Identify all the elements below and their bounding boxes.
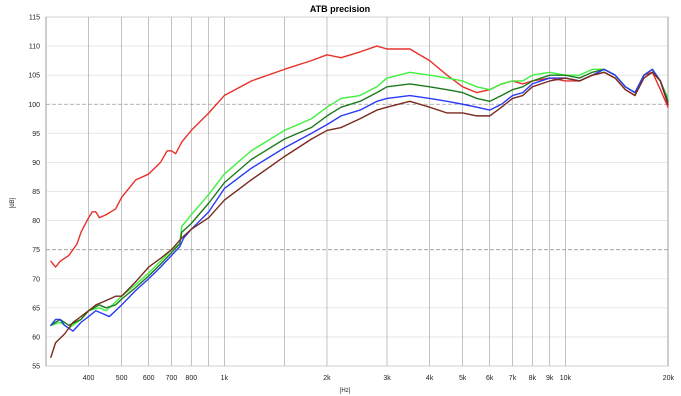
y-tick-label: 90 bbox=[32, 160, 40, 167]
chart-title: ATB precision bbox=[310, 4, 370, 14]
y-tick-label: 55 bbox=[32, 364, 40, 371]
grid-lines bbox=[45, 16, 669, 367]
x-tick-label: 8k bbox=[529, 375, 537, 382]
x-tick-label: 4k bbox=[426, 375, 434, 382]
series-lines bbox=[50, 45, 669, 358]
y-tick-label: 65 bbox=[32, 305, 40, 312]
y-tick-label: 110 bbox=[29, 44, 40, 51]
x-tick-label: 10k bbox=[560, 375, 572, 382]
x-tick-label: 600 bbox=[143, 375, 155, 382]
y-tick-label: 85 bbox=[32, 189, 40, 196]
x-tick-label: 20k bbox=[663, 375, 675, 382]
x-tick-labels: 400 500 600 700 800 1k 2k 3k 4k 5k 6k 7k 8k 9k 10k 20k bbox=[83, 375, 675, 382]
x-tick-label: 9k bbox=[546, 375, 554, 382]
y-tick-label: 100 bbox=[28, 102, 40, 109]
x-tick-label: 700 bbox=[166, 375, 178, 382]
x-tick-label: 7k bbox=[509, 375, 517, 382]
x-tick-label: 6k bbox=[486, 375, 494, 382]
y-tick-label: 115 bbox=[29, 15, 40, 22]
y-tick-label: 60 bbox=[32, 334, 40, 341]
y-tick-label: 70 bbox=[32, 276, 40, 283]
y-tick-label: 80 bbox=[32, 218, 40, 225]
x-tick-label: 3k bbox=[383, 375, 391, 382]
y-axis-label: [dB] bbox=[10, 197, 16, 208]
y-tick-label: 75 bbox=[32, 247, 40, 254]
x-tick-label: 400 bbox=[83, 375, 95, 382]
series-line-3 bbox=[50, 68, 669, 326]
x-tick-label: 5k bbox=[459, 375, 467, 382]
x-tick-label: 800 bbox=[185, 375, 197, 382]
x-tick-label: 2k bbox=[323, 375, 331, 382]
series-line-5 bbox=[50, 71, 669, 358]
y-tick-label: 105 bbox=[28, 73, 40, 80]
series-line-2 bbox=[50, 68, 669, 329]
x-tick-label: 500 bbox=[116, 375, 128, 382]
x-tick-label: 1k bbox=[221, 375, 229, 382]
y-tick-label: 95 bbox=[32, 131, 40, 138]
x-axis-label: [Hz] bbox=[340, 388, 351, 394]
y-tick-labels: 55 60 65 70 75 80 85 90 95 100 105 110 115 bbox=[28, 15, 40, 371]
